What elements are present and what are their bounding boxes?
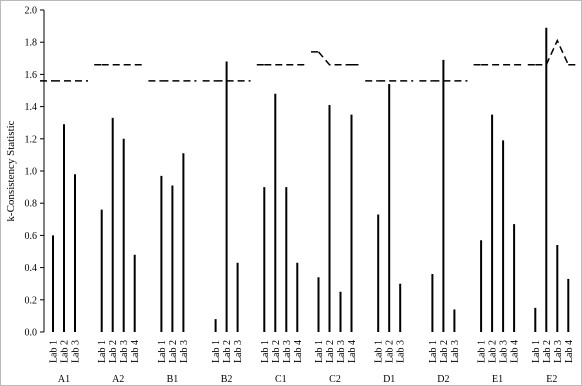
x-tick-label: Lab 3 xyxy=(179,340,190,363)
x-tick-label: Lab 3 xyxy=(336,340,347,363)
y-tick-label: 1.0 xyxy=(25,167,38,178)
x-tick-label: Lab 3 xyxy=(450,340,461,363)
x-tick-label: Lab 2 xyxy=(271,340,282,363)
group-label: C1 xyxy=(275,374,287,385)
group-label: B2 xyxy=(221,374,233,385)
x-tick-label: Lab 4 xyxy=(564,340,575,363)
y-tick-label: 0.2 xyxy=(25,295,38,306)
x-tick-label: Lab 2 xyxy=(325,340,336,363)
group-label: D1 xyxy=(383,374,395,385)
x-tick-label: Lab 1 xyxy=(49,340,60,363)
x-tick-label: Lab 3 xyxy=(396,340,407,363)
x-tick-label: Lab 2 xyxy=(439,340,450,363)
y-tick-label: 1.8 xyxy=(25,38,38,49)
x-tick-label: Lab 1 xyxy=(314,340,325,363)
x-tick-label: Lab 1 xyxy=(428,340,439,363)
group-label: E1 xyxy=(492,374,503,385)
x-tick-label: Lab 2 xyxy=(542,340,553,363)
y-axis-label: k-Consistency Statistic xyxy=(5,120,17,221)
group-label: A2 xyxy=(112,374,124,385)
x-tick-label: Lab 4 xyxy=(293,340,304,363)
x-tick-label: Lab 2 xyxy=(488,340,499,363)
y-tick-label: 0.8 xyxy=(25,199,38,210)
x-tick-label: Lab 3 xyxy=(71,340,82,363)
y-tick-label: 0.6 xyxy=(25,231,38,242)
x-tick-label: Lab 4 xyxy=(130,340,141,363)
critical-line xyxy=(317,51,352,66)
x-tick-label: Lab 1 xyxy=(374,340,385,363)
y-tick-label: 1.6 xyxy=(25,70,38,81)
y-tick-label: 2.0 xyxy=(25,6,38,17)
critical-line xyxy=(535,38,569,66)
x-tick-label: Lab 3 xyxy=(233,340,244,363)
y-tick-label: 1.2 xyxy=(25,134,38,145)
x-tick-label: Lab 3 xyxy=(282,340,293,363)
x-tick-label: Lab 4 xyxy=(347,340,358,363)
x-tick-label: Lab 3 xyxy=(553,340,564,363)
x-tick-label: Lab 1 xyxy=(531,340,542,363)
x-tick-label: Lab 2 xyxy=(168,340,179,363)
group-label: E2 xyxy=(546,374,557,385)
y-tick-label: 0.0 xyxy=(25,328,38,339)
x-tick-label: Lab 1 xyxy=(211,340,222,363)
x-tick-label: Lab 2 xyxy=(385,340,396,363)
x-tick-label: Lab 1 xyxy=(97,340,108,363)
x-tick-label: Lab 1 xyxy=(260,340,271,363)
group-label: B1 xyxy=(167,374,179,385)
x-tick-label: Lab 2 xyxy=(60,340,71,363)
x-tick-label: Lab 2 xyxy=(222,340,233,363)
group-label: C2 xyxy=(329,374,341,385)
y-tick-label: 1.4 xyxy=(25,102,38,113)
x-tick-label: Lab 3 xyxy=(119,340,130,363)
x-tick-label: Lab 1 xyxy=(157,340,168,363)
x-tick-label: Lab 1 xyxy=(477,340,488,363)
group-label: A1 xyxy=(58,374,70,385)
x-tick-label: Lab 2 xyxy=(108,340,119,363)
x-tick-label: Lab 4 xyxy=(510,340,521,363)
y-tick-label: 0.4 xyxy=(25,263,38,274)
x-tick-label: Lab 3 xyxy=(499,340,510,363)
group-label: D2 xyxy=(437,374,449,385)
